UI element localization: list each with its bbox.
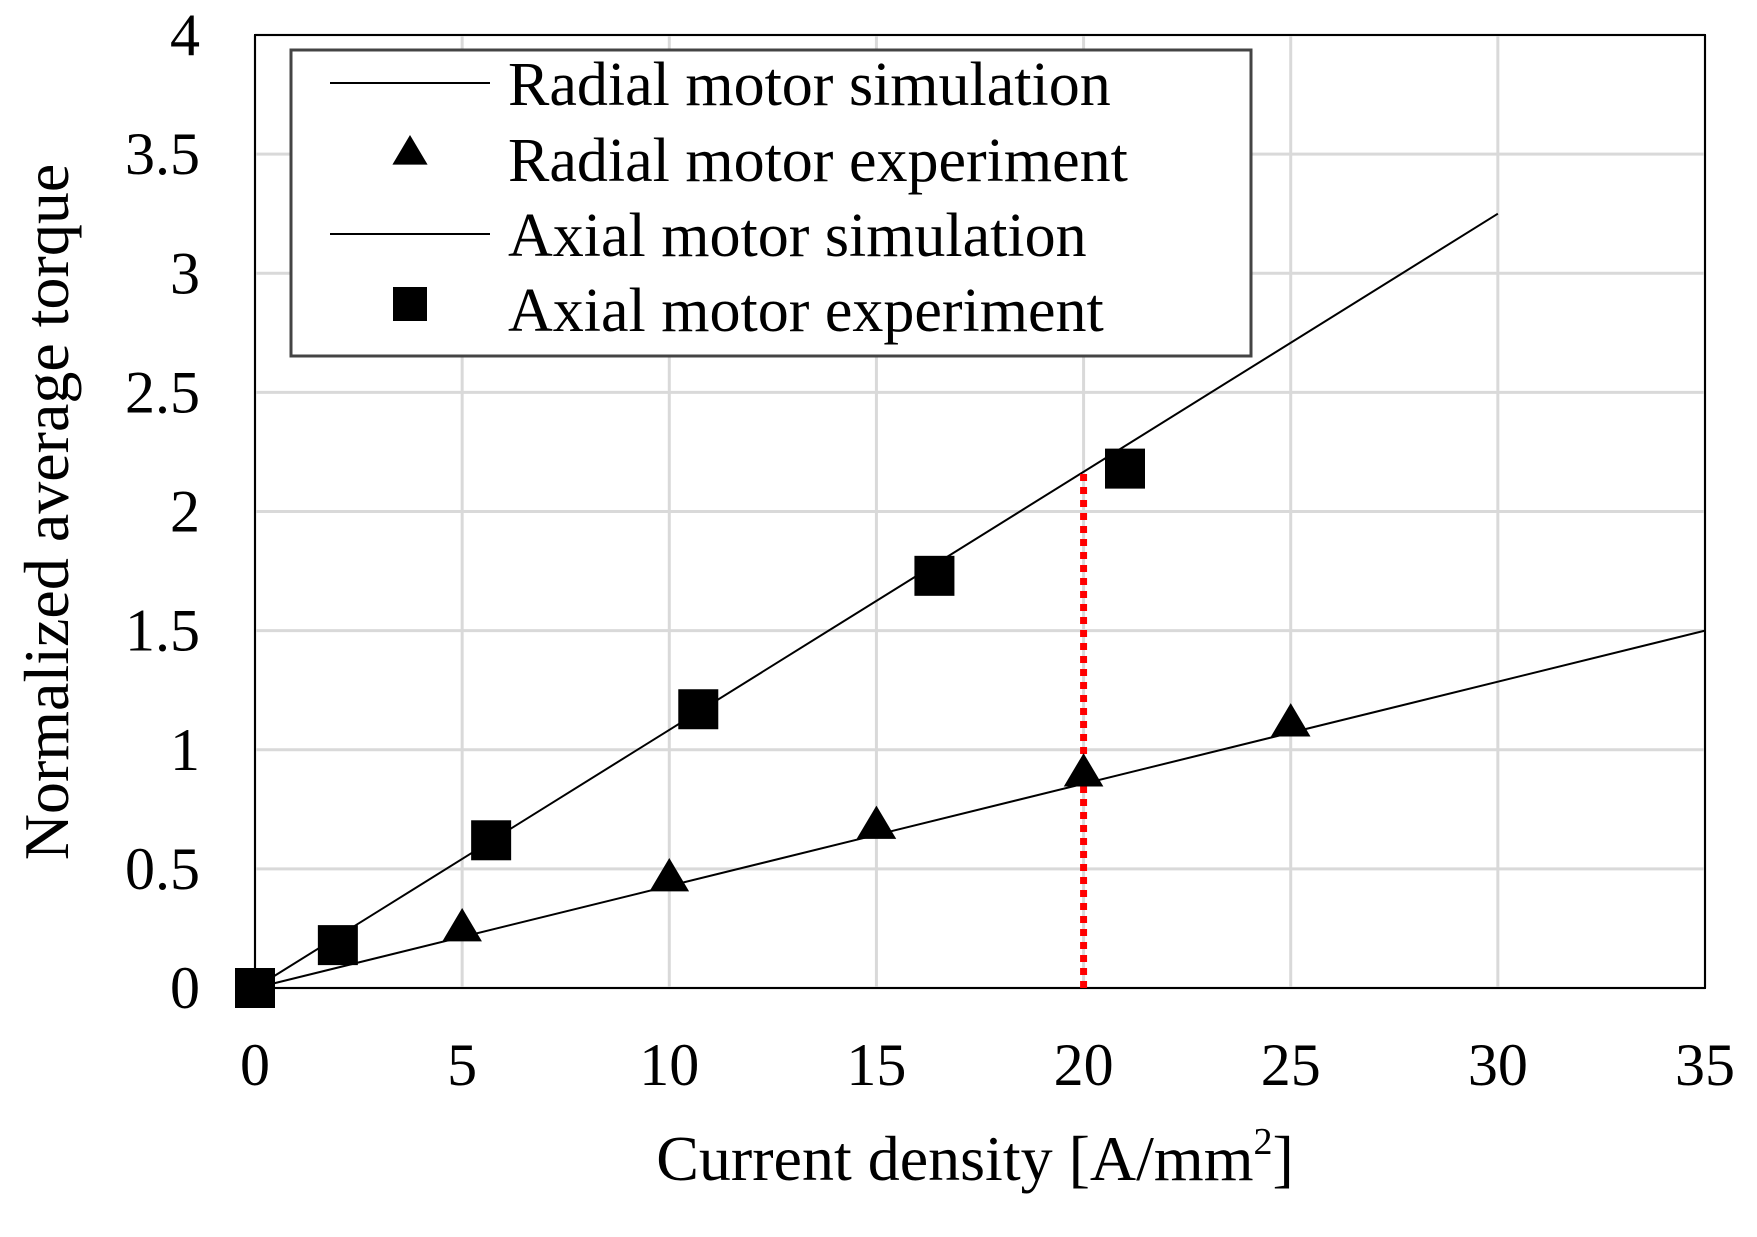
radial-motor-experiment-point xyxy=(442,908,482,942)
x-tick-label: 25 xyxy=(1261,1032,1321,1098)
x-tick-labels: 0 5 10 15 20 25 30 35 xyxy=(240,1032,1735,1098)
legend: Radial motor simulation Radial motor expe… xyxy=(289,48,1253,358)
axial-motor-experiment-point xyxy=(914,555,955,596)
axial-motor-simulation-line xyxy=(254,212,1499,989)
legend-axial-motor-experiment-swatch xyxy=(393,287,427,321)
y-tick-label: 2 xyxy=(170,479,200,545)
y-tick-label: 0.5 xyxy=(125,836,200,902)
x-tick-label: 0 xyxy=(240,1032,270,1098)
x-axis-title: Current density [A/mm2] xyxy=(656,1121,1294,1194)
y-tick-label: 2.5 xyxy=(125,359,200,425)
y-tick-label: 1 xyxy=(170,717,200,783)
legend-radial-motor-simulation-label: Radial motor simulation xyxy=(508,51,1111,119)
y-tick-label: 0 xyxy=(170,955,200,1021)
axial-motor-experiment-point xyxy=(235,968,275,1008)
legend-radial-motor-experiment-swatch xyxy=(392,135,428,165)
axial-motor-experiment-point xyxy=(1105,448,1145,489)
series-lines xyxy=(254,212,1706,989)
legend-box xyxy=(289,48,1253,358)
x-tick-label: 5 xyxy=(447,1032,477,1098)
axial-motor-experiment-point xyxy=(317,925,358,966)
y-axis-title: Normalized average torque xyxy=(11,164,82,861)
radial-motor-experiment-point xyxy=(649,858,690,892)
axial-motor-experiment-point xyxy=(471,820,512,861)
y-tick-label: 3 xyxy=(170,240,200,306)
axial-motor-experiment-point xyxy=(678,689,719,730)
y-tick-label: 4 xyxy=(170,2,200,68)
radial-motor-experiment-point xyxy=(1063,753,1104,787)
plot-frame xyxy=(254,34,1706,989)
legend-radial-motor-experiment-label: Radial motor experiment xyxy=(508,127,1128,195)
x-tick-label: 35 xyxy=(1675,1032,1735,1098)
radial-motor-simulation-line xyxy=(254,629,1706,989)
radial-motor-experiment-point xyxy=(856,805,897,839)
y-tick-labels: 0 0.5 1 1.5 2 2.5 3 3.5 4 xyxy=(125,2,200,1021)
markers xyxy=(235,448,1311,1008)
y-tick-label: 1.5 xyxy=(125,598,200,664)
x-tick-label: 15 xyxy=(846,1032,906,1098)
legend-axial-motor-simulation-label: Axial motor simulation xyxy=(508,202,1087,270)
x-tick-label: 30 xyxy=(1468,1032,1528,1098)
radial-motor-experiment-point xyxy=(1270,703,1311,737)
x-tick-label: 10 xyxy=(639,1032,699,1098)
y-tick-label: 3.5 xyxy=(125,121,200,187)
legend-axial-motor-experiment-label: Axial motor experiment xyxy=(508,277,1104,345)
x-tick-label: 20 xyxy=(1054,1032,1114,1098)
